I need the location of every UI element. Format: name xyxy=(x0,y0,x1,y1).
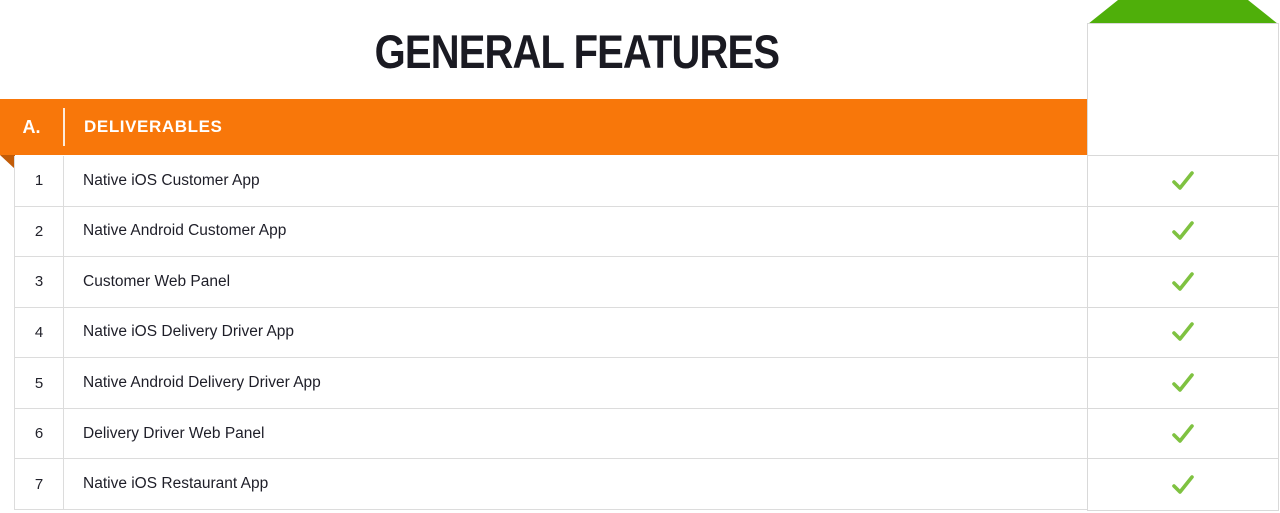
check-icon xyxy=(1172,170,1194,190)
check-icon xyxy=(1172,322,1194,342)
check-icon xyxy=(1172,474,1194,494)
header-index-label: A. xyxy=(22,116,41,137)
table-row: 1 Native iOS Customer App xyxy=(15,156,1087,207)
row-number: 5 xyxy=(15,358,64,408)
check-icon xyxy=(1172,221,1194,241)
check-cell xyxy=(1088,409,1278,460)
package-column xyxy=(1087,23,1279,511)
row-number: 4 xyxy=(15,307,64,358)
row-number: 7 xyxy=(15,459,64,509)
header-divider xyxy=(63,108,65,146)
table-header: A. DELIVERABLES xyxy=(0,99,1087,155)
row-number: 6 xyxy=(15,408,64,459)
check-cell xyxy=(1088,207,1278,258)
table-row: 6 Delivery Driver Web Panel xyxy=(15,408,1087,460)
check-cell xyxy=(1088,156,1278,207)
page-title: GENERAL FEATURES xyxy=(374,25,780,78)
check-icon xyxy=(1172,373,1194,392)
check-cell xyxy=(1088,459,1278,510)
row-label: Native Android Customer App xyxy=(83,222,287,240)
row-label: Delivery Driver Web Panel xyxy=(83,424,265,442)
package-column-header-spacer xyxy=(1088,24,1278,156)
row-label: Native Android Delivery Driver App xyxy=(83,374,321,392)
row-number: 3 xyxy=(15,257,64,307)
row-label: Native iOS Customer App xyxy=(83,171,260,189)
row-number: 1 xyxy=(15,156,64,206)
table-row: 4 Native iOS Delivery Driver App xyxy=(15,307,1087,359)
row-label: Native iOS Delivery Driver App xyxy=(83,323,295,341)
row-label: Native iOS Restaurant App xyxy=(83,475,269,493)
feature-rows: 1 Native iOS Customer App 2 Native Andro… xyxy=(14,156,1087,510)
check-cell xyxy=(1088,257,1278,308)
header-name-label: DELIVERABLES xyxy=(84,117,223,136)
table-row: 7 Native iOS Restaurant App xyxy=(15,459,1087,510)
row-label: Customer Web Panel xyxy=(83,272,231,290)
check-icon xyxy=(1172,423,1194,443)
check-cell xyxy=(1088,308,1278,359)
table-row: 2 Native Android Customer App xyxy=(15,206,1087,258)
row-number: 2 xyxy=(15,206,64,257)
header-fold-corner xyxy=(0,155,15,169)
table-row: 3 Customer Web Panel xyxy=(15,257,1087,308)
table-row: 5 Native Android Delivery Driver App xyxy=(15,358,1087,409)
check-cell xyxy=(1088,358,1278,409)
check-icon xyxy=(1172,272,1194,291)
